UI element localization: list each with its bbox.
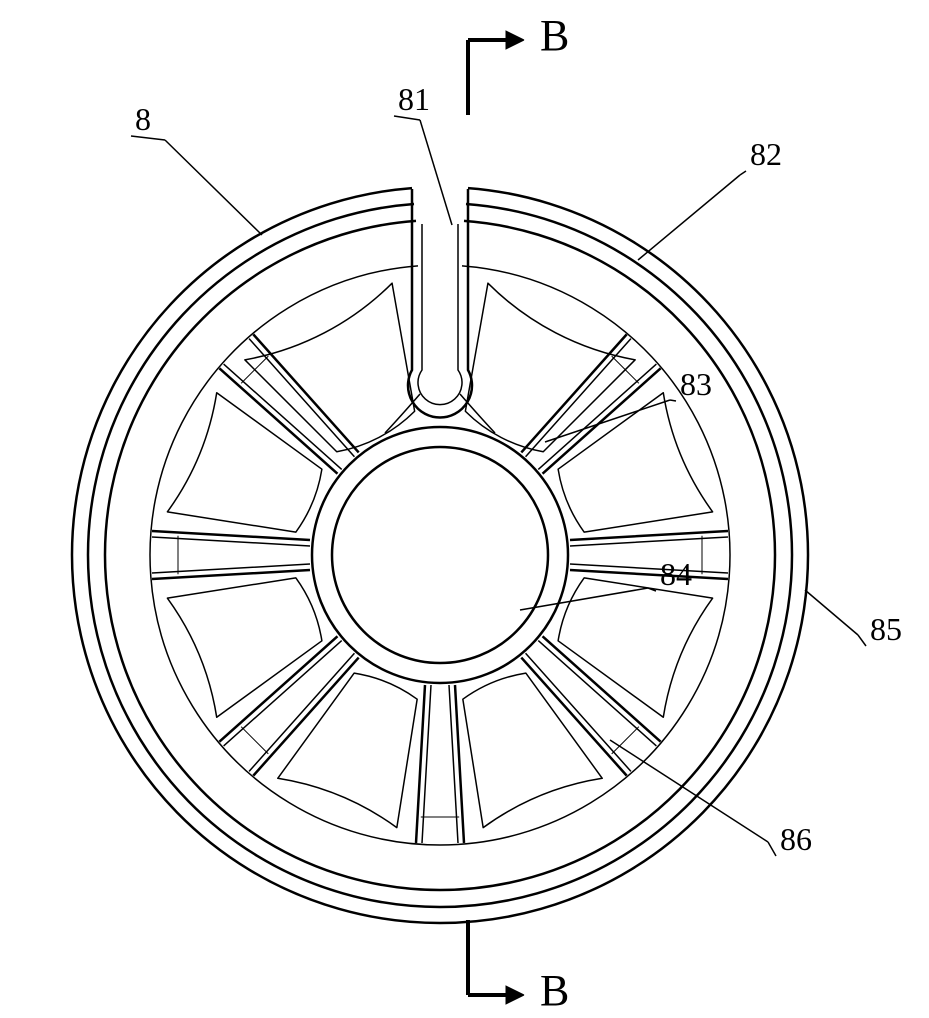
spoke-tick [241,727,268,754]
technical-drawing: B B 8 81 82 83 84 85 86 [0,0,929,1018]
section-arrow [506,31,524,49]
leader-elbow [768,842,776,856]
leader-elbow [670,400,676,401]
leader-line [638,175,740,260]
leader-elbow [740,171,746,175]
spoke-edge-inner [152,537,310,573]
callout-label: 82 [750,136,782,172]
leader-elbow [858,635,866,646]
section-label: B [540,11,569,60]
callout-label: 81 [398,81,430,117]
spoke-window [245,283,415,452]
slot-shoulder [385,394,420,433]
spoke-edge-inner [422,685,458,843]
callout-label: 85 [870,611,902,647]
slot-shoulder [460,394,495,433]
spoke-edge-inner [570,537,728,573]
callout-label: 83 [680,366,712,402]
hub-inner [332,447,548,663]
leader-line [805,590,858,635]
callout-label: 84 [660,556,692,592]
spoke-edge [521,636,660,775]
spoke-window [463,673,602,827]
section-label: B [540,966,569,1015]
spoke-window [465,283,635,452]
leader-line [165,140,262,235]
hub-outer [312,427,568,683]
spoke-edge [219,636,358,775]
spoke-window [278,673,417,827]
spoke-edge-inner [224,641,355,772]
rim-ring [72,188,808,923]
leader-line [420,120,452,225]
callout-label: 8 [135,101,151,137]
rim-inner-ring [150,266,730,845]
spoke-edge-inner [526,641,657,772]
callout-label: 86 [780,821,812,857]
spoke-window [167,578,321,717]
section-arrow [506,986,524,1004]
slot-outline-inner [418,224,462,405]
